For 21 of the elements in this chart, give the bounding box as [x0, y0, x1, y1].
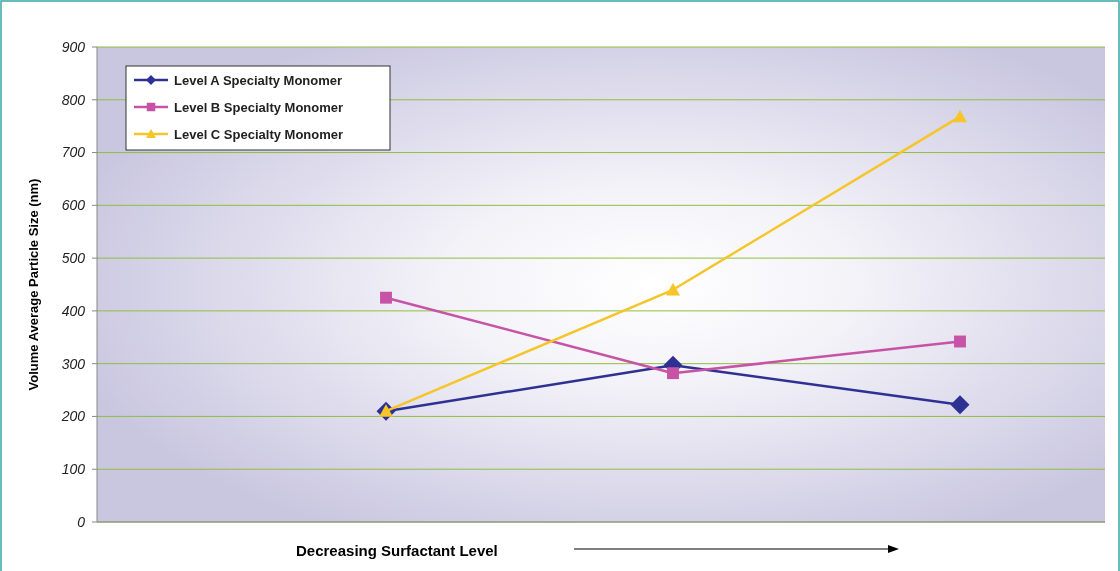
y-axis-title: Volume Average Particle Size (nm) [26, 178, 41, 391]
y-tick-label: 0 [77, 513, 86, 530]
x-axis-title: Decreasing Surfactant Level [296, 542, 498, 559]
y-tick-label: 500 [61, 250, 86, 267]
y-tick-label: 100 [61, 461, 86, 478]
y-tick-label: 900 [61, 38, 86, 55]
y-tick-label: 200 [60, 408, 86, 425]
legend-label: Level A Specialty Monomer [174, 72, 343, 88]
legend-label: Level B Specialty Monomer [174, 99, 344, 115]
y-tick-label: 600 [61, 197, 86, 214]
legend-label: Level C Specialty Monomer [174, 126, 344, 142]
point [950, 395, 970, 415]
y-tick-label: 400 [61, 302, 86, 319]
point [666, 282, 680, 296]
y-tick-label: 800 [61, 91, 86, 108]
y-tick-label: 700 [61, 144, 86, 161]
y-tick-label: 300 [61, 355, 86, 372]
point [667, 367, 679, 380]
point [954, 335, 966, 348]
point [953, 109, 967, 123]
point [380, 291, 392, 304]
